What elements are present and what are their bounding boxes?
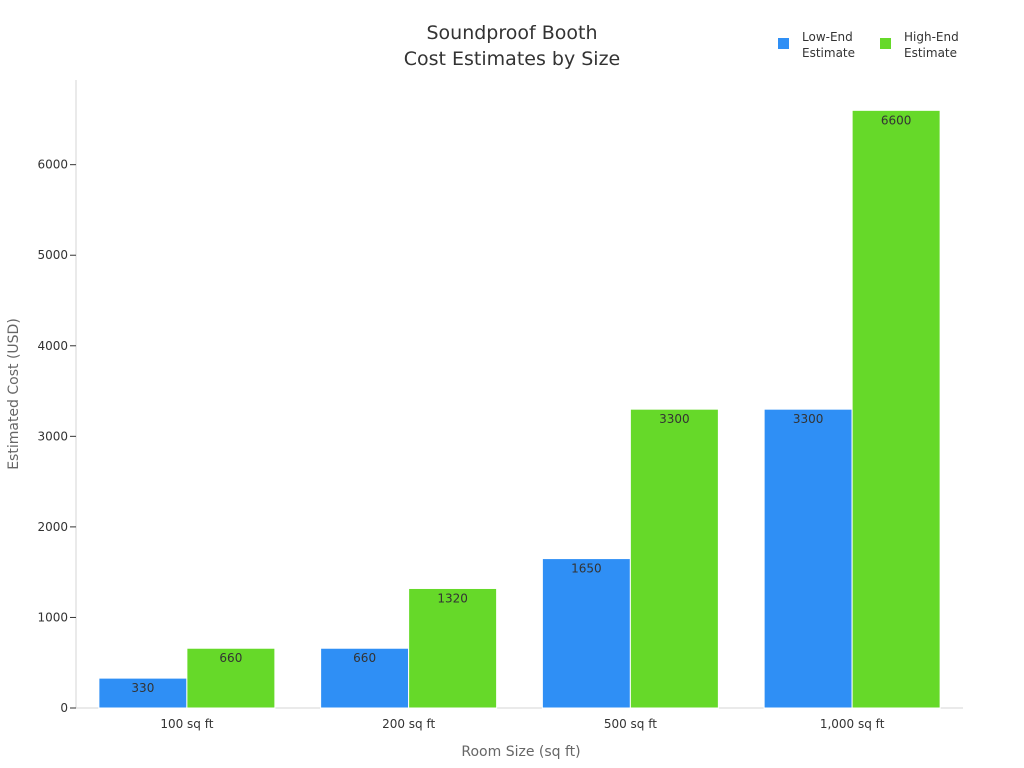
legend-label-low-end: Low-End Estimate (802, 30, 856, 60)
y-tick-label: 2000 (37, 520, 68, 534)
y-tick-label: 6000 (37, 158, 68, 172)
data-label-high-end: 660 (219, 651, 242, 665)
data-label-high-end: 6600 (881, 113, 912, 127)
data-label-high-end: 3300 (659, 412, 690, 426)
legend-swatch-low-end (778, 38, 789, 49)
y-tick-label: 5000 (37, 248, 68, 262)
chart-title-line-1: Soundproof Booth (426, 22, 598, 44)
legend-item-high-end: High-End Estimate (880, 29, 964, 61)
bar-high-end (851, 109, 941, 709)
legend: Low-End Estimate High-End Estimate (778, 29, 964, 61)
x-tick-label: 100 sq ft (160, 717, 213, 731)
x-tick-label: 200 sq ft (382, 717, 435, 731)
data-label-low-end: 3300 (793, 412, 824, 426)
bar-high-end (408, 587, 498, 709)
legend-label-high-end: High-End Estimate (904, 30, 959, 60)
legend-item-low-end: Low-End Estimate (778, 29, 862, 61)
bar-low-end (763, 408, 853, 709)
chart-title-line-2: Cost Estimates by Size (403, 48, 621, 70)
data-label-low-end: 660 (353, 651, 376, 665)
y-tick-label: 4000 (37, 339, 68, 353)
y-tick-label: 0 (60, 701, 68, 715)
bar-low-end (541, 558, 631, 709)
data-label-low-end: 1650 (571, 562, 602, 576)
x-tick-label: 1,000 sq ft (820, 717, 885, 731)
y-axis-label: Estimated Cost (USD) (6, 318, 22, 470)
bar-high-end (629, 408, 719, 709)
y-tick-label: 3000 (37, 429, 68, 443)
legend-swatch-high-end (880, 38, 891, 49)
data-label-high-end: 1320 (437, 591, 468, 605)
data-label-low-end: 330 (131, 681, 154, 695)
bar-low-end (320, 647, 410, 709)
x-axis-label: Room Size (sq ft) (461, 744, 580, 760)
y-tick-label: 1000 (37, 610, 68, 624)
x-tick-label: 500 sq ft (604, 717, 657, 731)
bar-high-end (186, 647, 276, 709)
